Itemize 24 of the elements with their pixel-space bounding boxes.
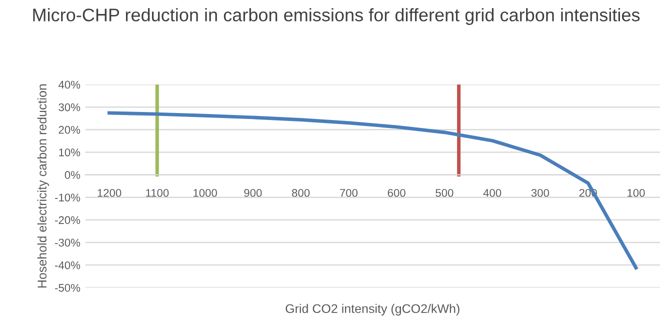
x-tick-label: 900 (244, 188, 262, 197)
x-tick-label: 800 (292, 188, 310, 197)
y-tick-label: -50% (55, 284, 80, 292)
x-tick-label: 100 (628, 188, 645, 197)
x-axis-title: Grid CO2 intensity (gCO2/kWh) (286, 304, 460, 316)
x-tick-label: 700 (340, 188, 358, 197)
x-tick-label: 300 (531, 188, 550, 197)
y-tick-label: -30% (55, 238, 80, 247)
y-axis-title: Hosehold electricity carbon reduction (37, 84, 49, 288)
y-tick-label: 0% (64, 171, 80, 179)
x-tick-label: 500 (436, 188, 454, 197)
y-tick-label: 30% (58, 103, 80, 112)
x-tick-label: 400 (483, 188, 502, 197)
chart-title: Micro-CHP reduction in carbon emissions for different grid carbon intensities (33, 8, 640, 25)
x-tick-label: 1200 (98, 188, 122, 197)
y-tick-label: -10% (55, 194, 80, 202)
x-tick-label: 1000 (194, 188, 217, 197)
y-tick-label: -40% (55, 261, 80, 270)
y-tick-label: 40% (58, 80, 80, 89)
y-tick-label: -20% (55, 216, 80, 224)
x-tick-label: 1100 (146, 188, 169, 197)
x-tick-label: 600 (388, 188, 406, 197)
y-tick-label: 20% (58, 126, 80, 134)
y-tick-label: 10% (59, 148, 80, 156)
